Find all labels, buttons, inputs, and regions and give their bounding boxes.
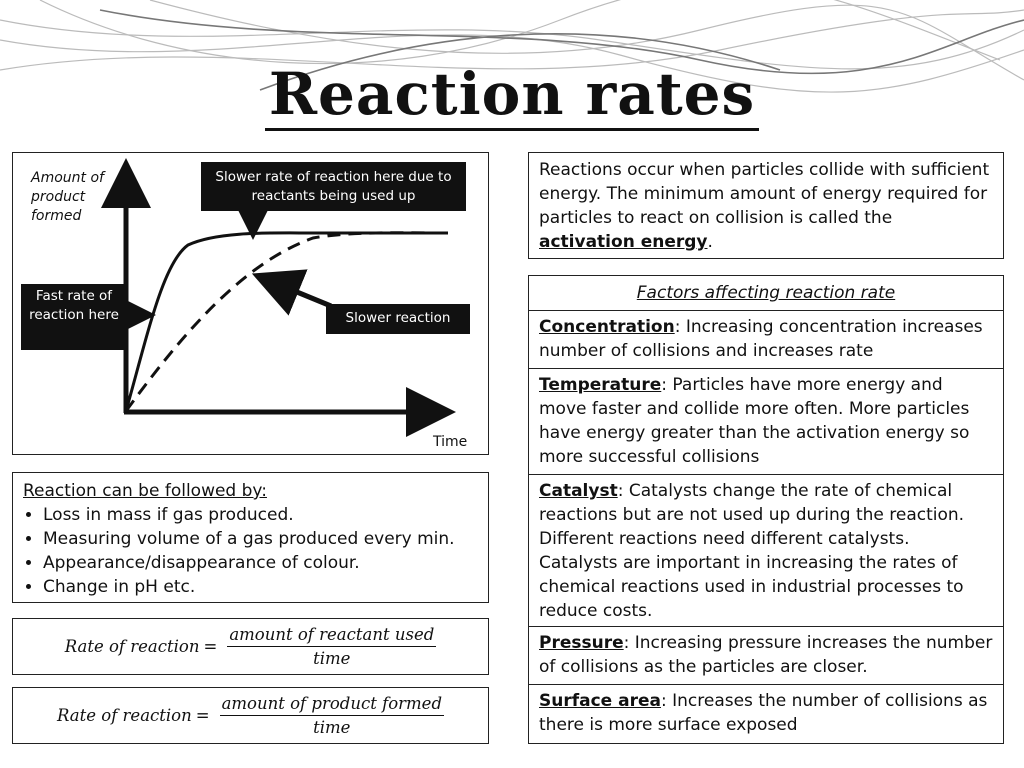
equation-denominator: time xyxy=(313,718,351,737)
slower-reaction-curve xyxy=(124,231,449,412)
callout-slower-reaction: Slower reaction xyxy=(326,304,470,334)
list-item: Appearance/disappearance of colour. xyxy=(43,551,478,575)
equation-numerator: amount of reactant used xyxy=(227,625,437,647)
factor-row-temperature: Temperature: Particles have more energy … xyxy=(529,369,1003,475)
equation-reactant-used: Rate of reaction = amount of reactant us… xyxy=(12,618,489,675)
rate-graph-panel: Amount of product formed Time Slower rat… xyxy=(12,152,489,455)
equation-lhs: Rate of reaction xyxy=(64,637,200,656)
intro-panel: Reactions occur when particles collide w… xyxy=(528,152,1004,259)
factor-row-catalyst: Catalyst: Catalysts change the rate of c… xyxy=(529,475,1003,627)
callout-slower-rate-top: Slower rate of reaction here due to reac… xyxy=(201,162,466,211)
equation-product-formed: Rate of reaction = amount of product for… xyxy=(12,687,489,744)
list-item: Change in pH etc. xyxy=(43,575,478,599)
followed-by-panel: Reaction can be followed by: Loss in mas… xyxy=(12,472,489,603)
factors-heading: Factors affecting reaction rate xyxy=(529,276,1003,311)
decorative-swoosh-banner xyxy=(0,0,1024,93)
factor-row-surface-area: Surface area: Increases the number of co… xyxy=(539,691,988,735)
page-title: Reaction rates xyxy=(0,58,1024,131)
callout-fast-rate: Fast rate of reaction here xyxy=(21,284,127,350)
list-item: Measuring volume of a gas produced every… xyxy=(43,527,478,551)
rate-graph xyxy=(101,158,456,437)
list-item: Loss in mass if gas produced. xyxy=(43,503,478,527)
intro-activation-energy: activation energy xyxy=(539,232,708,252)
followed-by-heading: Reaction can be followed by: xyxy=(23,481,267,501)
factor-row-pressure: Pressure: Increasing pressure increases … xyxy=(529,627,1003,685)
y-axis-label: Amount of product formed xyxy=(31,170,104,224)
followed-by-list: Loss in mass if gas produced. Measuring … xyxy=(23,503,478,599)
equation-lhs: Rate of reaction xyxy=(56,706,192,725)
equation-fraction: amount of product formed time xyxy=(219,694,444,737)
intro-text: Reactions occur when particles collide w… xyxy=(539,160,990,228)
factors-table: Factors affecting reaction rate Concentr… xyxy=(528,275,1004,744)
x-axis-label: Time xyxy=(433,434,468,450)
equation-denominator: time xyxy=(313,649,351,668)
factor-row-concentration: Concentration: Increasing concentration … xyxy=(529,311,1003,369)
equation-numerator: amount of product formed xyxy=(219,694,444,716)
fast-reaction-curve xyxy=(124,231,448,412)
equation-fraction: amount of reactant used time xyxy=(227,625,437,668)
